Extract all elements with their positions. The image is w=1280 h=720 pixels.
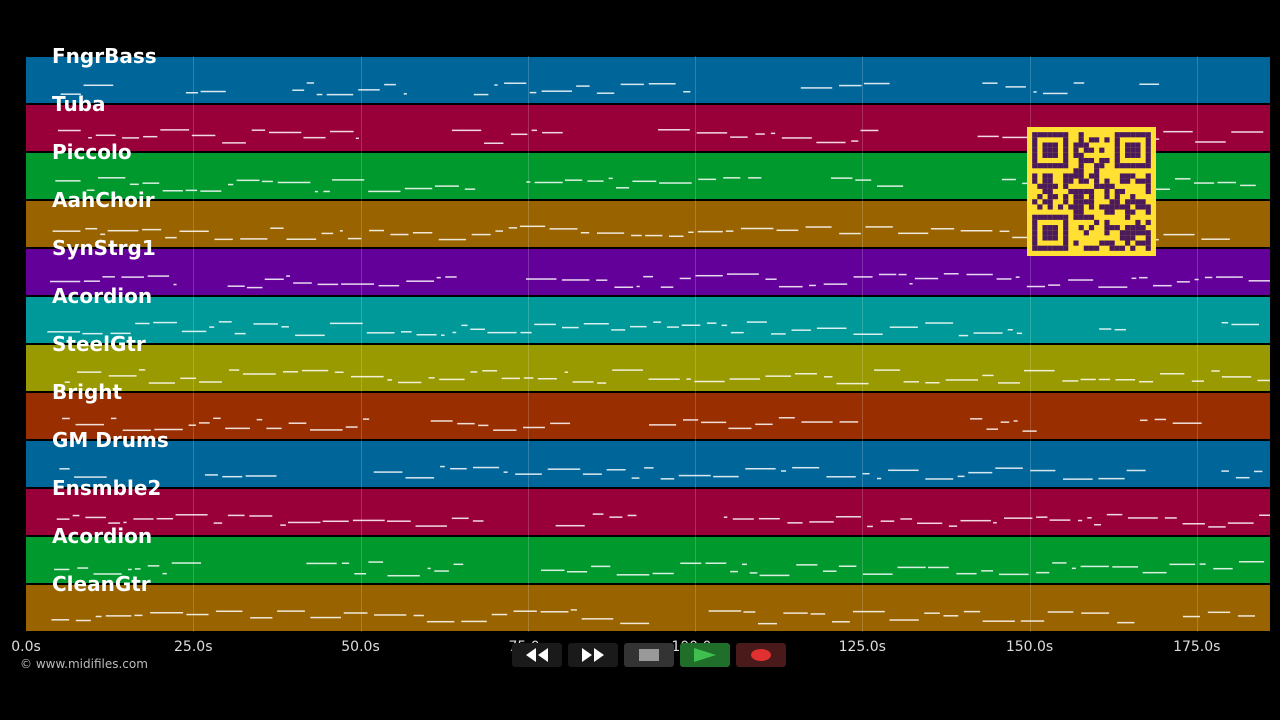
record-button[interactable] [736,643,786,667]
track-row [26,393,1270,439]
copyright-text: © www.midifiles.com [20,657,148,671]
play-button[interactable] [680,643,730,667]
note-pattern [54,561,1265,577]
track-row [26,585,1270,631]
grid-line [193,56,195,632]
time-tick-label: 50.0s [341,639,380,655]
note-pattern [62,417,1202,432]
track-row [26,345,1270,391]
track-label: Ensmble2 [52,476,162,500]
track-row [26,489,1270,535]
play-icon [694,648,716,662]
track-label: SteelGtr [52,332,146,356]
time-tick-label: 0.0s [11,639,41,655]
time-tick-label: 25.0s [174,639,213,655]
playback-controls [512,643,786,667]
grid-line [1029,56,1031,632]
grid-line [527,56,529,632]
track-label: CleanGtr [52,572,151,596]
track-row [26,537,1270,583]
rewind-button[interactable] [512,643,562,667]
track-label: Acordion [52,284,153,308]
track-row [26,57,1270,103]
record-icon [751,649,771,661]
track-label: Bright [52,380,123,404]
note-pattern [56,513,1270,528]
track-label: Tuba [52,92,106,116]
note-pattern [60,82,1160,96]
note-pattern [55,177,1256,193]
grid-line [695,56,696,632]
fast-forward-icon [582,648,604,662]
note-pattern [47,321,1260,337]
time-tick-label: 150.0s [1005,639,1054,655]
track-label: AahChoir [52,188,155,212]
track-label: SynStrg1 [52,236,156,260]
grid-line [862,56,864,632]
track-label: GM Drums [52,428,169,452]
track-label: FngrBass [52,44,157,68]
grid-line [360,56,362,632]
track-label: Piccolo [52,140,132,164]
track-label: Acordion [52,524,153,548]
track-row [26,297,1270,343]
qr-code-icon [1027,127,1156,256]
stop-icon [639,649,659,661]
note-pattern [51,609,1256,625]
time-tick-label: 175.0s [1173,639,1221,655]
fast-forward-button[interactable] [568,643,618,667]
note-pattern [59,465,1263,480]
rewind-icon [526,648,548,662]
track-row [26,441,1270,487]
time-tick-label: 125.0s [838,639,886,655]
stop-button[interactable] [624,643,674,667]
track-row [26,249,1270,295]
grid-line [1196,56,1198,632]
note-pattern [49,273,1270,289]
note-pattern [64,369,1270,385]
